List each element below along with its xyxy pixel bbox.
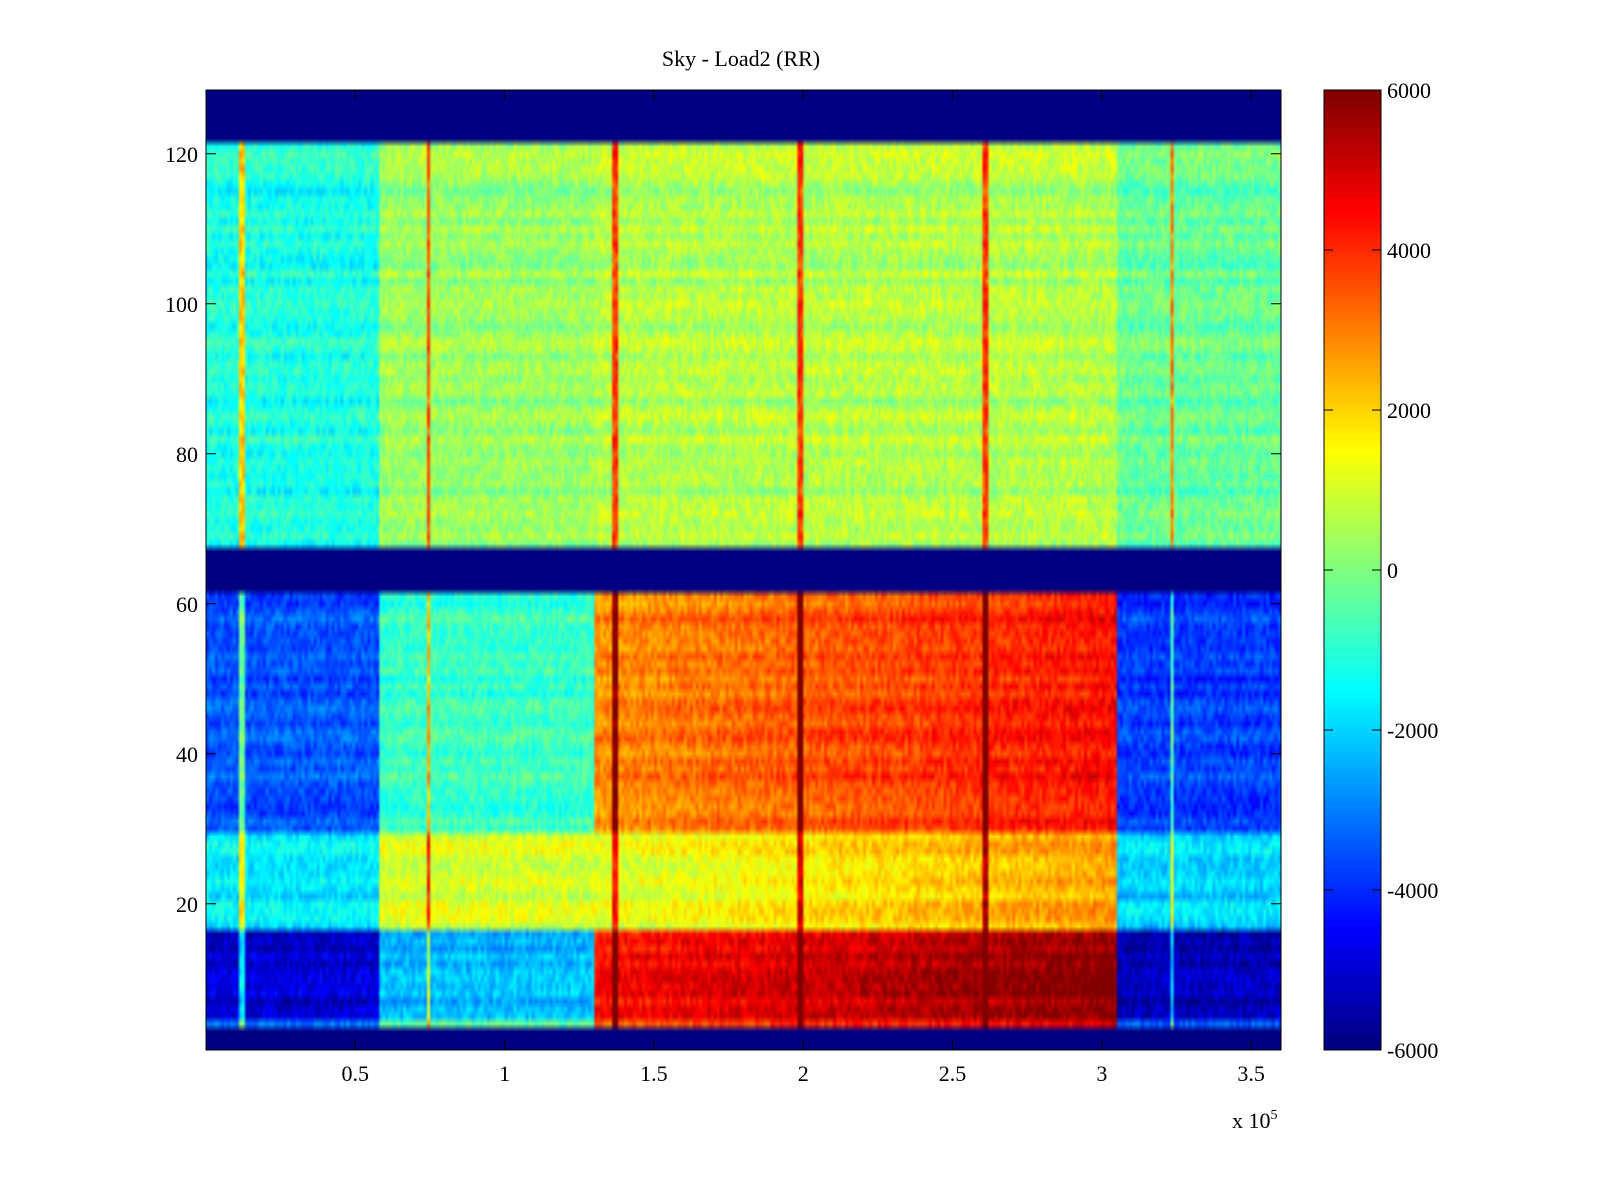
plot-area [205,89,1282,1051]
y-tick-label: 20 [176,892,198,917]
y-axis: 20 40 60 80 100 120 [165,142,1281,917]
colorbar-tick-label: 0 [1387,558,1398,583]
x-multiplier-label: x 105 [1232,1108,1278,1133]
y-tick-label: 80 [176,442,198,467]
colorbar-ticks: 6000 4000 2000 0 -2000 -4000 -6000 [1324,78,1438,1063]
colorbar-tick-label: -4000 [1387,878,1438,903]
x-tick-label: 3.5 [1237,1061,1265,1086]
x-axis: 0.5 1 1.5 2 2.5 3 3.5 [342,90,1265,1086]
x-tick-label: 1 [499,1061,510,1086]
y-tick-label: 60 [176,592,198,617]
plot-frame [205,89,1282,1051]
x-multiplier-exponent: 5 [1271,1108,1278,1123]
x-tick-label: 1.5 [640,1061,668,1086]
colorbar-tick-label: 2000 [1387,398,1431,423]
colorbar-tick-label: 4000 [1387,238,1431,263]
heatmap-image [206,90,1281,1050]
y-tick-label: 40 [176,742,198,767]
x-tick-label: 2 [798,1061,809,1086]
colorbar-tick-label: 6000 [1387,78,1431,103]
x-tick-label: 3 [1096,1061,1107,1086]
chart-title: Sky - Load2 (RR) [662,46,820,71]
colorbar-tick-label: -6000 [1387,1038,1438,1063]
y-tick-label: 100 [165,292,198,317]
x-tick-label: 0.5 [342,1061,370,1086]
colorbar-tick-label: -2000 [1387,718,1438,743]
colorbar-gradient [1324,90,1381,1050]
x-tick-label: 2.5 [939,1061,967,1086]
y-tick-label: 120 [165,142,198,167]
